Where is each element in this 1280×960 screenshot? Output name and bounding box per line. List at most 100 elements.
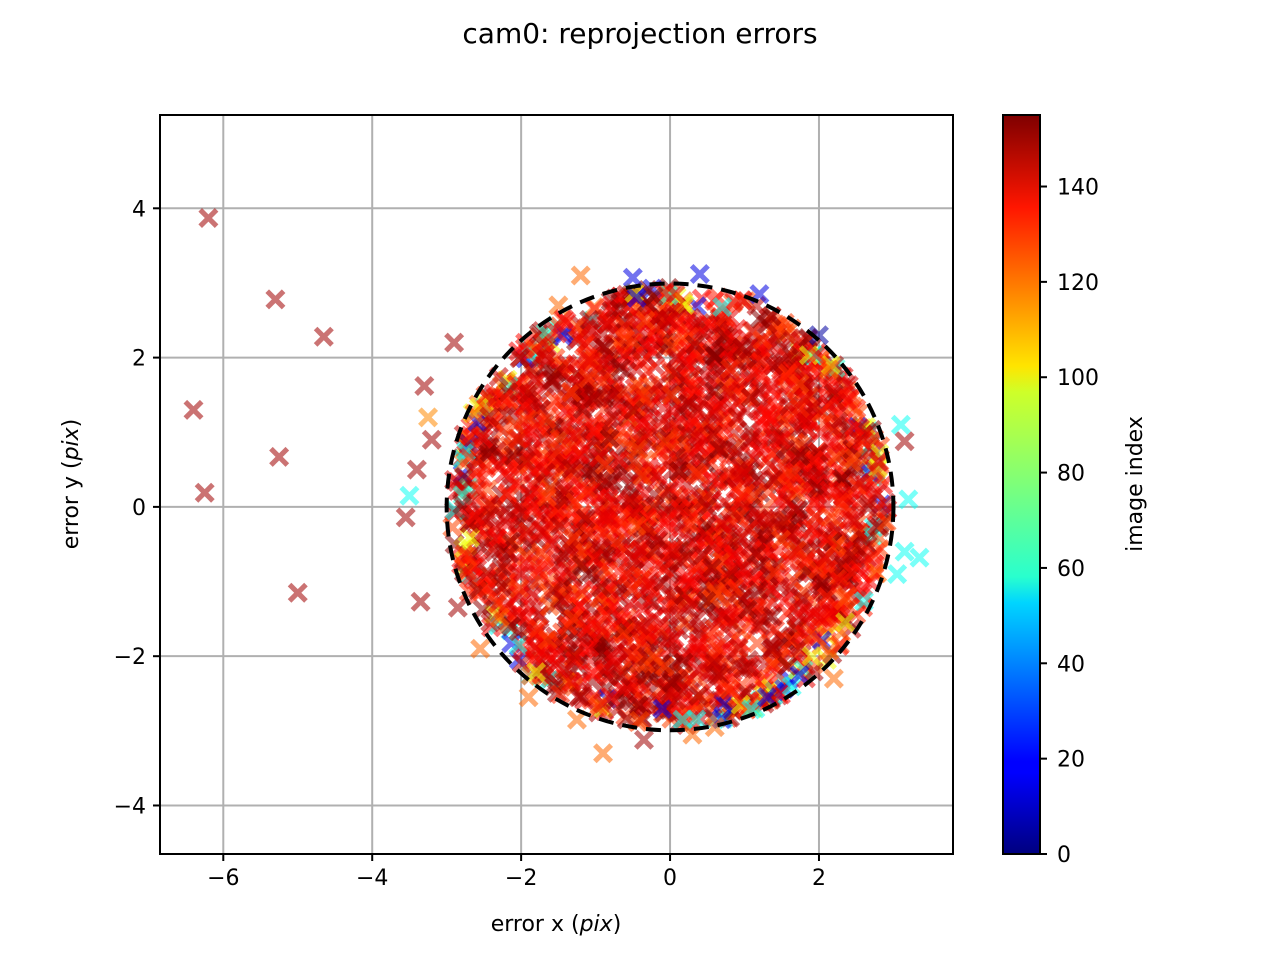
error-point (693, 490, 714, 511)
outlier-point (406, 459, 427, 480)
outlier-point (909, 547, 930, 568)
error-point (696, 591, 717, 612)
error-point (819, 480, 840, 501)
y-axis-label: error y (pix) (59, 419, 84, 550)
error-point (632, 598, 653, 619)
error-point (495, 499, 516, 520)
y-tick-label: 0 (132, 496, 146, 521)
outlier-point (808, 325, 829, 346)
error-point (718, 678, 739, 699)
error-point (682, 376, 703, 397)
error-point (453, 544, 474, 565)
error-point (539, 596, 560, 617)
error-point (628, 695, 649, 716)
error-point (480, 612, 501, 633)
error-point (706, 637, 727, 658)
colorbar-gradient (1002, 114, 1041, 855)
error-point (509, 348, 530, 369)
chart-title: cam0: reprojection errors (462, 17, 817, 50)
error-point (763, 391, 784, 412)
error-point (748, 580, 769, 601)
error-point (655, 431, 676, 452)
error-point (687, 638, 708, 659)
x-axis-label: error x (pix) (491, 912, 622, 937)
error-point (818, 394, 839, 415)
error-point (614, 624, 635, 645)
error-point (541, 369, 562, 390)
error-point (583, 548, 604, 569)
colorbar-tick-label: 120 (1057, 271, 1099, 296)
colorbar-tick-label: 100 (1057, 366, 1099, 391)
error-point (726, 654, 747, 675)
error-point (557, 561, 578, 582)
error-point (663, 543, 684, 564)
outlier-point (633, 729, 654, 750)
error-point (591, 577, 612, 598)
error-point (704, 381, 725, 402)
error-point (774, 413, 795, 434)
error-point (777, 461, 798, 482)
error-point (494, 388, 515, 409)
error-point (585, 421, 606, 442)
error-point (591, 618, 612, 639)
error-point (569, 686, 590, 707)
error-point (477, 578, 498, 599)
colorbar-label: image index (1123, 416, 1148, 552)
error-point (689, 659, 710, 680)
error-point (554, 660, 575, 681)
x-tick-label: 2 (812, 866, 826, 891)
error-point (737, 599, 758, 620)
error-point (556, 311, 577, 332)
outlier-point (410, 591, 431, 612)
error-point (686, 709, 707, 730)
error-point (522, 427, 543, 448)
error-point (645, 539, 666, 560)
outlier-point (518, 687, 539, 708)
error-point (819, 359, 840, 380)
outlier-point (414, 375, 435, 396)
y-tick-label: −2 (114, 645, 146, 670)
error-point (599, 428, 620, 449)
error-point (503, 445, 524, 466)
error-point (844, 416, 865, 437)
error-point (748, 439, 769, 460)
error-point (728, 637, 749, 658)
error-point (789, 665, 810, 686)
error-point (833, 384, 854, 405)
error-point (657, 630, 678, 651)
error-point (857, 535, 878, 556)
error-point (844, 448, 865, 469)
error-point (732, 337, 753, 358)
error-point (803, 661, 824, 682)
y-tick-label: 4 (132, 197, 146, 222)
error-point (712, 297, 733, 318)
error-point (747, 633, 768, 654)
error-point (461, 566, 482, 587)
error-point (610, 666, 631, 687)
error-point (720, 358, 741, 379)
error-point (526, 481, 547, 502)
error-point (596, 471, 617, 492)
error-point (764, 562, 785, 583)
error-point (750, 308, 771, 329)
error-point (566, 424, 587, 445)
error-point (557, 354, 578, 375)
error-point (763, 469, 784, 490)
error-point (804, 450, 825, 471)
outlier-point (269, 446, 290, 467)
error-point (666, 347, 687, 368)
error-point (630, 615, 651, 636)
error-point (727, 407, 748, 428)
outlier-point (890, 414, 911, 435)
error-point (472, 467, 493, 488)
x-tick-label: −2 (505, 866, 537, 891)
error-point (619, 489, 640, 510)
outlier-point (626, 287, 647, 308)
error-point (761, 443, 782, 464)
outlier-point (887, 564, 908, 585)
error-point (464, 505, 485, 526)
error-point (661, 672, 682, 693)
error-point (596, 605, 617, 626)
error-point (532, 332, 553, 353)
